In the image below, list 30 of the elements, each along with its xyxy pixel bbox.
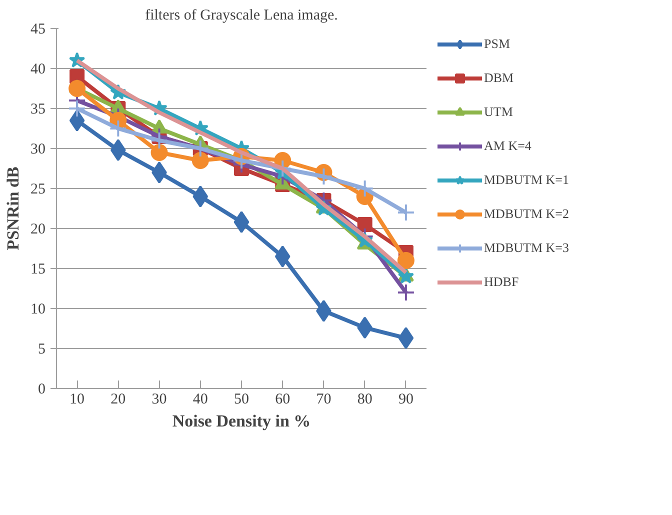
x-axis-title: Noise Density in %	[172, 412, 311, 430]
x-tick-label: 50	[234, 392, 249, 408]
y-tick-label: 5	[38, 342, 46, 358]
x-tick-label: 90	[398, 392, 414, 408]
y-tick-label: 20	[30, 222, 46, 238]
legend-label: PSM	[484, 36, 510, 52]
y-tick-label: 0	[38, 382, 46, 398]
y-tick-label: 15	[30, 262, 46, 278]
legend-label: MDBUTM K=1	[484, 172, 569, 188]
x-tick-label: 80	[357, 392, 372, 408]
legend-label: MDBUTM K=2	[484, 206, 569, 222]
y-tick-label: 35	[30, 102, 46, 118]
y-tick-label: 45	[30, 22, 46, 38]
x-tick-label: 70	[316, 392, 332, 408]
legend-label: UTM	[484, 104, 513, 120]
y-tick-label: 30	[30, 142, 46, 158]
legend-label: HDBF	[484, 274, 519, 290]
x-tick-label: 60	[275, 392, 290, 408]
x-tick-label: 30	[152, 392, 167, 408]
legend-label: AM K=4	[484, 138, 532, 154]
x-tick-label: 10	[70, 392, 85, 408]
y-tick-label: 10	[30, 302, 46, 318]
legend-label: MDBUTM K=3	[484, 240, 569, 256]
chart-title: filters of Grayscale Lena image.	[145, 8, 338, 24]
x-tick-label: 40	[192, 392, 208, 408]
x-tick-label: 20	[110, 392, 126, 408]
legend-label: DBM	[484, 70, 514, 86]
y-tick-label: 25	[30, 182, 46, 198]
y-tick-label: 40	[30, 62, 46, 78]
y-axis-title: PSNRin dB	[4, 166, 22, 250]
